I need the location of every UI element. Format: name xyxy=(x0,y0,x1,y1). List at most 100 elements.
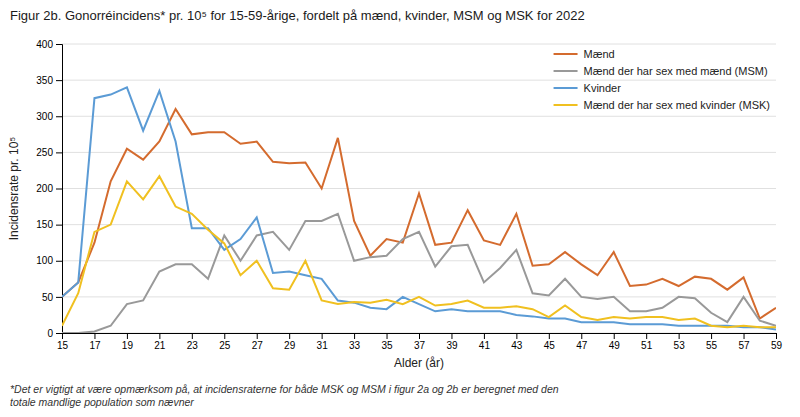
tick: 15 xyxy=(57,333,69,351)
tick-label: 19 xyxy=(122,340,134,351)
tick-mark xyxy=(484,333,485,339)
tick-label: 50 xyxy=(42,292,54,303)
tick-label: 37 xyxy=(414,340,426,351)
legend-item: Mænd der har sex med mænd (MSM) xyxy=(554,65,768,77)
tick-mark xyxy=(224,333,225,339)
tick-label: 21 xyxy=(154,340,166,351)
tick: 51 xyxy=(641,333,653,351)
tick: 57 xyxy=(738,333,750,351)
tick-label: 57 xyxy=(738,340,750,351)
legend-label: Mænd der har sex med kvinder (MSK) xyxy=(584,99,770,111)
tick-label: 350 xyxy=(36,75,53,86)
legend-label: Mænd der har sex med mænd (MSM) xyxy=(584,65,768,77)
tick-label: 15 xyxy=(57,340,69,351)
tick-label: 45 xyxy=(544,340,556,351)
tick: 37 xyxy=(414,333,426,351)
tick-label: 43 xyxy=(511,340,523,351)
legend-item: Kvinder xyxy=(554,82,622,94)
tick-mark xyxy=(776,333,777,339)
tick-mark xyxy=(354,333,355,339)
tick-label: 27 xyxy=(252,340,264,351)
plot: 1517192123252729313335373941434547495153… xyxy=(7,39,782,370)
chart: Figur 2b. Gonorréincidens* pr. 10⁵ for 1… xyxy=(0,0,800,417)
tick-mark xyxy=(614,333,615,339)
tick: 250 xyxy=(36,147,62,158)
tick-mark xyxy=(159,333,160,339)
tick: 49 xyxy=(609,333,621,351)
legend-label: Mænd xyxy=(584,48,615,60)
tick: 21 xyxy=(154,333,166,351)
series-line xyxy=(62,176,776,327)
tick-mark xyxy=(257,333,258,339)
tick-mark xyxy=(56,80,62,81)
footnote-line: *Det er vigtigt at være opmærksom på, at… xyxy=(10,383,559,395)
legend-item: Mænd der har sex med kvinder (MSK) xyxy=(554,99,770,111)
tick: 47 xyxy=(576,333,588,351)
tick: 50 xyxy=(42,292,62,303)
lines xyxy=(62,87,776,333)
tick-label: 100 xyxy=(36,255,53,266)
tick-label: 25 xyxy=(219,340,231,351)
tick: 59 xyxy=(771,333,783,351)
tick: 300 xyxy=(36,111,62,122)
tick-label: 29 xyxy=(284,340,296,351)
x-axis-label: Alder (år) xyxy=(394,356,444,370)
y-axis-label: Incidensrate pr. 10⁵ xyxy=(7,137,21,241)
tick: 0 xyxy=(47,328,62,339)
tick: 41 xyxy=(479,333,491,351)
grid-line xyxy=(62,188,776,189)
tick-label: 49 xyxy=(609,340,621,351)
legend: Mænd Mænd der har sex med mænd (MSM) Kvind… xyxy=(554,48,770,111)
tick: 350 xyxy=(36,75,62,86)
tick: 33 xyxy=(349,333,361,351)
tick-mark xyxy=(56,152,62,153)
tick-mark xyxy=(451,333,452,339)
axis-line xyxy=(56,45,63,334)
tick-label: 31 xyxy=(317,340,329,351)
tick: 29 xyxy=(284,333,296,351)
tick: 27 xyxy=(252,333,264,351)
tick: 43 xyxy=(511,333,523,351)
tick: 35 xyxy=(381,333,393,351)
tick-label: 33 xyxy=(349,340,361,351)
tick: 25 xyxy=(219,333,231,351)
legend-swatch xyxy=(554,104,578,106)
tick-label: 51 xyxy=(641,340,653,351)
legend-swatch xyxy=(554,87,578,89)
tick-mark xyxy=(94,333,95,339)
tick: 31 xyxy=(317,333,329,351)
tick-label: 41 xyxy=(479,340,491,351)
series-line xyxy=(62,87,776,329)
tick: 53 xyxy=(674,333,686,351)
tick: 39 xyxy=(446,333,458,351)
tick-mark xyxy=(581,333,582,339)
tick-label: 300 xyxy=(36,111,53,122)
series-line xyxy=(62,214,776,333)
tick-label: 250 xyxy=(36,147,53,158)
tick: 55 xyxy=(706,333,718,351)
grid xyxy=(62,44,776,333)
tick-mark xyxy=(127,333,128,339)
tick-label: 0 xyxy=(47,328,53,339)
tick: 45 xyxy=(544,333,556,351)
tick-mark xyxy=(419,333,420,339)
axis-line xyxy=(63,334,777,340)
tick-mark xyxy=(192,333,193,339)
tick-label: 17 xyxy=(89,340,101,351)
tick-mark xyxy=(56,189,62,190)
grid-line xyxy=(62,44,776,45)
tick-mark xyxy=(289,333,290,339)
tick: 17 xyxy=(89,333,101,351)
tick-mark xyxy=(646,333,647,339)
tick: 150 xyxy=(36,219,62,230)
legend-swatch xyxy=(554,53,578,55)
grid-line xyxy=(62,224,776,225)
tick-mark xyxy=(56,116,62,117)
tick-mark xyxy=(711,333,712,339)
legend-label: Kvinder xyxy=(584,82,622,94)
tick: 19 xyxy=(122,333,134,351)
tick-mark xyxy=(549,333,550,339)
tick-label: 47 xyxy=(576,340,588,351)
tick-mark xyxy=(387,333,388,339)
tick-label: 200 xyxy=(36,183,53,194)
